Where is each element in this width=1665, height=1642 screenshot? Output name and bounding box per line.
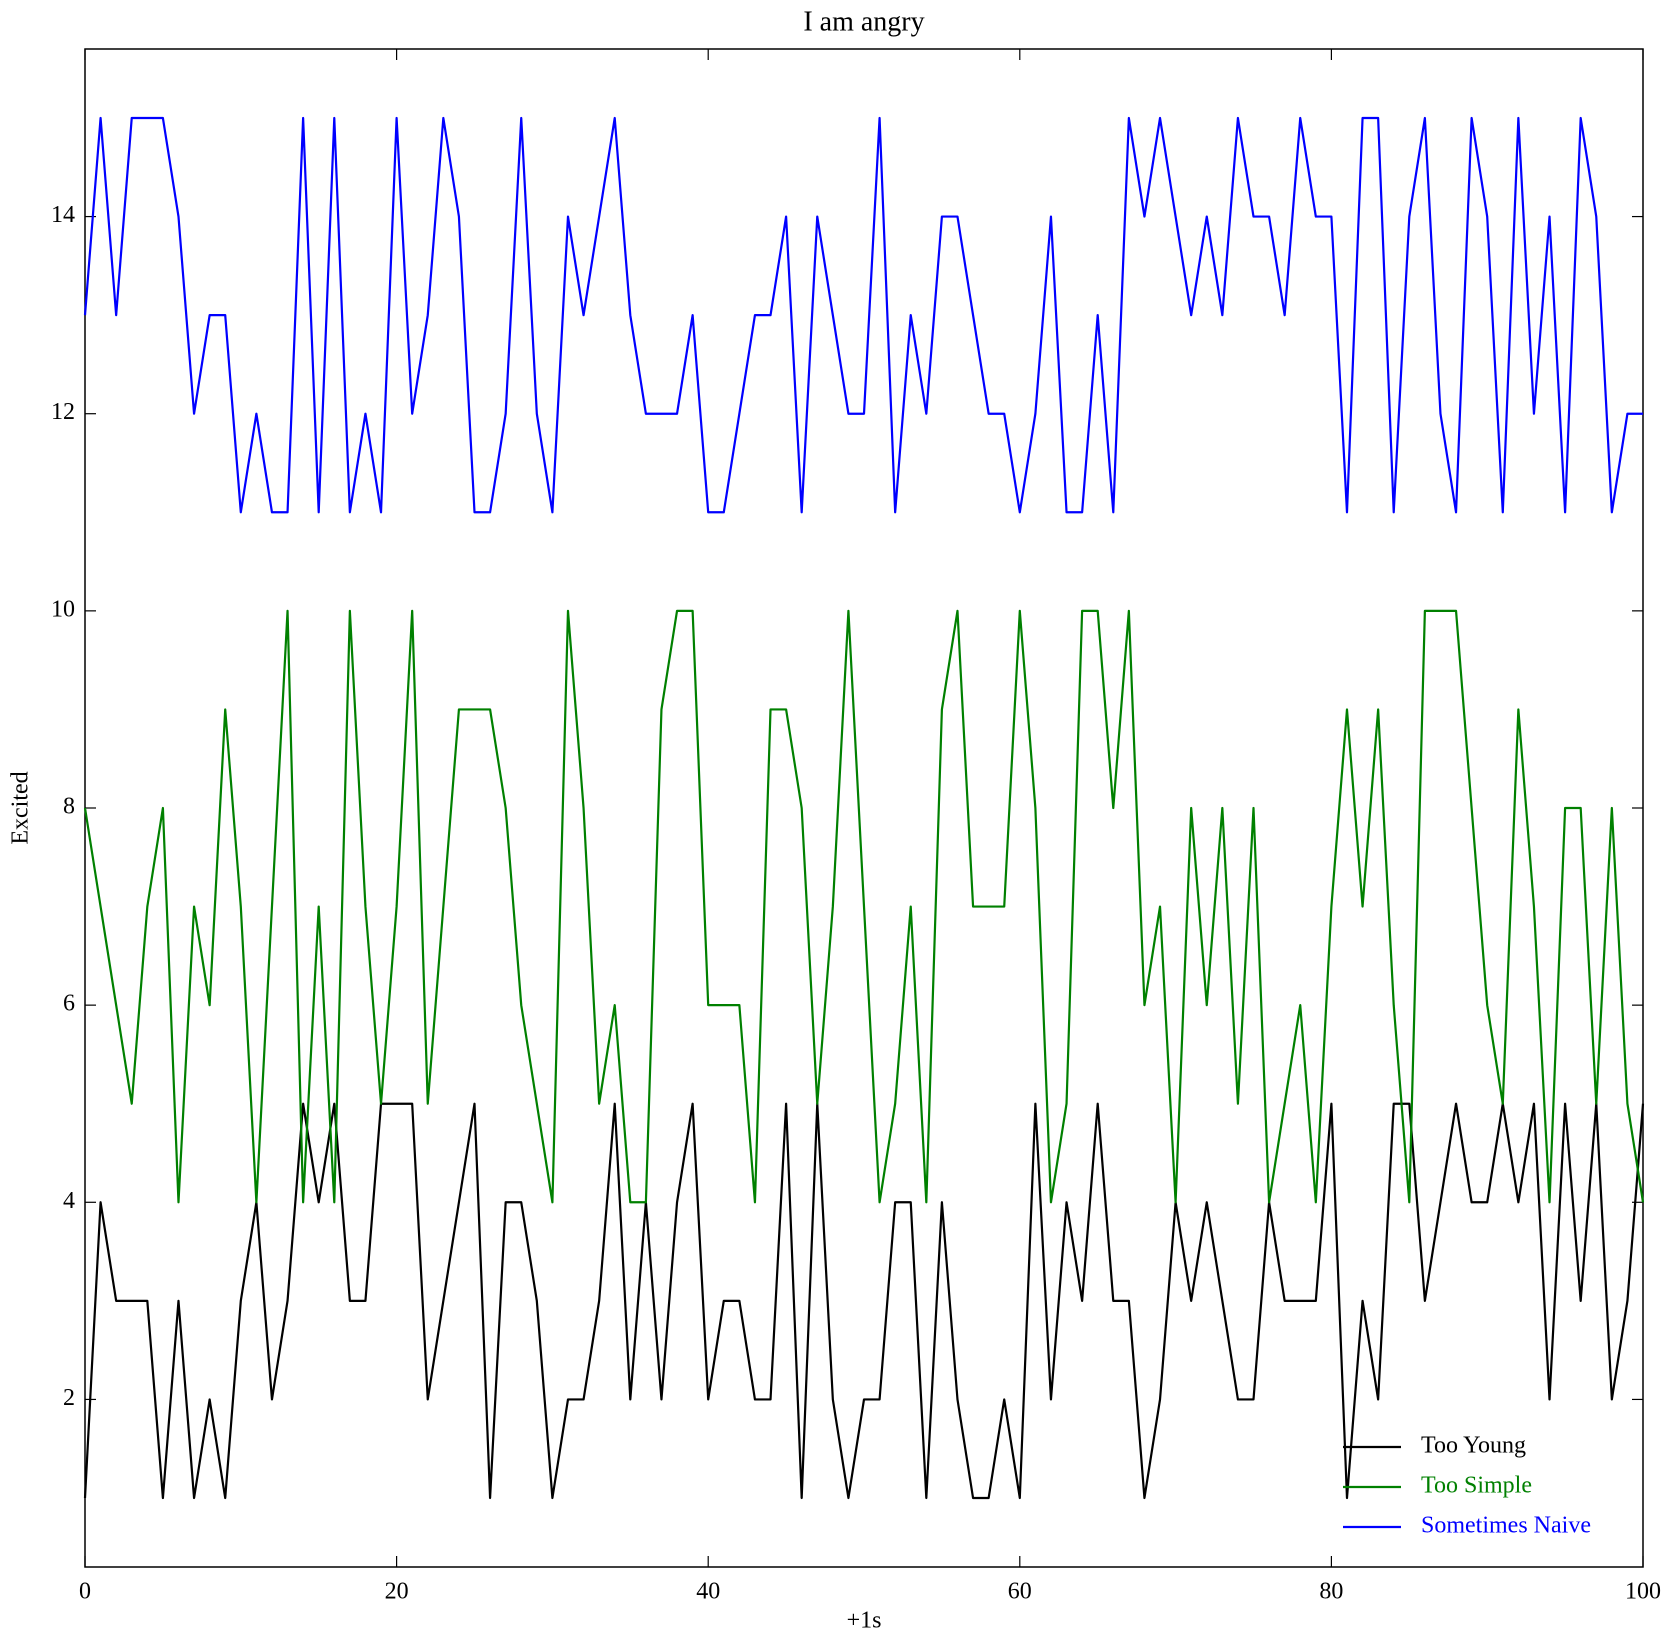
x-tick-label: 0 bbox=[79, 1579, 91, 1605]
legend-label: Sometimes Naive bbox=[1421, 1513, 1591, 1539]
y-tick-label: 6 bbox=[63, 991, 75, 1017]
series-line bbox=[83, 609, 1645, 1204]
x-tick-label: 20 bbox=[385, 1579, 409, 1605]
chart-title: I am angry bbox=[803, 6, 924, 37]
y-tick-label: 4 bbox=[63, 1188, 75, 1214]
y-tick-label: 8 bbox=[63, 794, 75, 820]
legend-label: Too Young bbox=[1421, 1433, 1526, 1459]
series-line bbox=[83, 1102, 1645, 1500]
plot-frame bbox=[84, 48, 1644, 1568]
x-tick-label: 100 bbox=[1625, 1579, 1661, 1605]
x-tick-label: 40 bbox=[696, 1579, 720, 1605]
y-tick-label: 12 bbox=[51, 399, 75, 425]
x-tick-label: 80 bbox=[1319, 1579, 1343, 1605]
series-line bbox=[83, 116, 1643, 514]
y-tick-label: 14 bbox=[51, 202, 75, 228]
y-tick-label: 2 bbox=[63, 1385, 75, 1411]
y-tick-label: 10 bbox=[51, 596, 75, 622]
x-tick-label: 60 bbox=[1008, 1579, 1032, 1605]
x-axis-label: +1s bbox=[847, 1608, 882, 1634]
y-axis-label: Excited bbox=[8, 771, 34, 844]
legend-label: Too Simple bbox=[1421, 1473, 1532, 1499]
